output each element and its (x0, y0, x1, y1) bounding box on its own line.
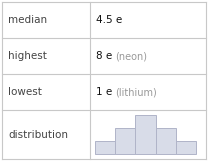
Text: 1 e: 1 e (96, 87, 112, 97)
Bar (135, 115, 156, 154)
Text: (lithium): (lithium) (116, 87, 157, 97)
Bar (115, 128, 135, 154)
Text: distribution: distribution (8, 129, 68, 139)
Bar (95, 141, 115, 154)
Text: lowest: lowest (8, 87, 42, 97)
Text: highest: highest (8, 51, 47, 61)
Text: 4.5 e: 4.5 e (96, 15, 122, 25)
Bar (176, 141, 196, 154)
Text: 8 e: 8 e (96, 51, 112, 61)
Text: median: median (8, 15, 47, 25)
Text: (neon): (neon) (116, 51, 148, 61)
Bar (156, 128, 176, 154)
